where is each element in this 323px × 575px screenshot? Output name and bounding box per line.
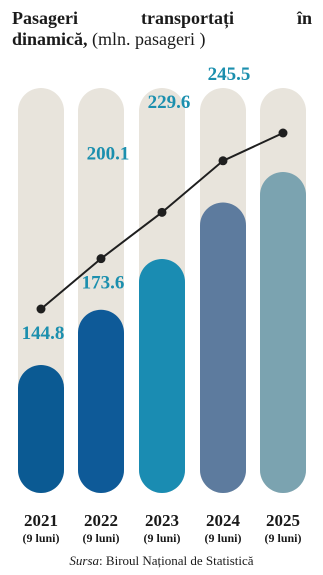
trend-point-2024 <box>218 156 228 166</box>
category-sublabel-2024: (9 luni) <box>204 531 241 545</box>
bar-2022 <box>78 309 124 493</box>
category-sublabel-2021: (9 luni) <box>22 531 59 545</box>
category-label-2023: 2023 <box>145 511 179 530</box>
bar-2024 <box>200 202 246 493</box>
category-sublabel-2022: (9 luni) <box>82 531 119 545</box>
chart-title: Pasageri transportați în dinamică, (mln.… <box>12 8 312 50</box>
bar-2021 <box>18 365 64 493</box>
source-label: Sursa <box>69 553 100 568</box>
bar-2025 <box>260 172 306 493</box>
source-note: Sursa: Biroul Național de Statistică <box>0 553 323 569</box>
category-label-2021: 2021 <box>24 511 58 530</box>
value-label-2024: 229.6 <box>148 92 191 113</box>
source-text: : Biroul Național de Statistică <box>99 553 254 568</box>
title-line-1: Pasageri transportați în <box>12 8 312 29</box>
trend-point-2023 <box>157 207 167 217</box>
trend-point-2021 <box>36 304 46 314</box>
title-line-2: dinamică, (mln. pasageri ) <box>12 29 312 50</box>
title-word-4: dinamică, <box>12 29 88 49</box>
category-sublabel-2025: (9 luni) <box>264 531 301 545</box>
value-label-2025: 245.5 <box>208 64 251 85</box>
value-label-2021: 144.8 <box>22 323 65 344</box>
title-word-2: transportați <box>140 8 234 28</box>
title-unit: (mln. pasageri ) <box>92 29 206 49</box>
trend-point-2022 <box>96 254 106 264</box>
trend-point-2025 <box>278 128 288 138</box>
bar-2023 <box>139 259 185 493</box>
title-word-1: Pasageri <box>12 8 78 28</box>
category-label-2025: 2025 <box>266 511 300 530</box>
value-label-2023: 200.1 <box>87 143 130 164</box>
title-word-3: în <box>296 8 312 28</box>
category-label-2022: 2022 <box>84 511 118 530</box>
category-sublabel-2023: (9 luni) <box>143 531 180 545</box>
value-label-2022: 173.6 <box>82 273 125 294</box>
category-label-2024: 2024 <box>206 511 241 530</box>
